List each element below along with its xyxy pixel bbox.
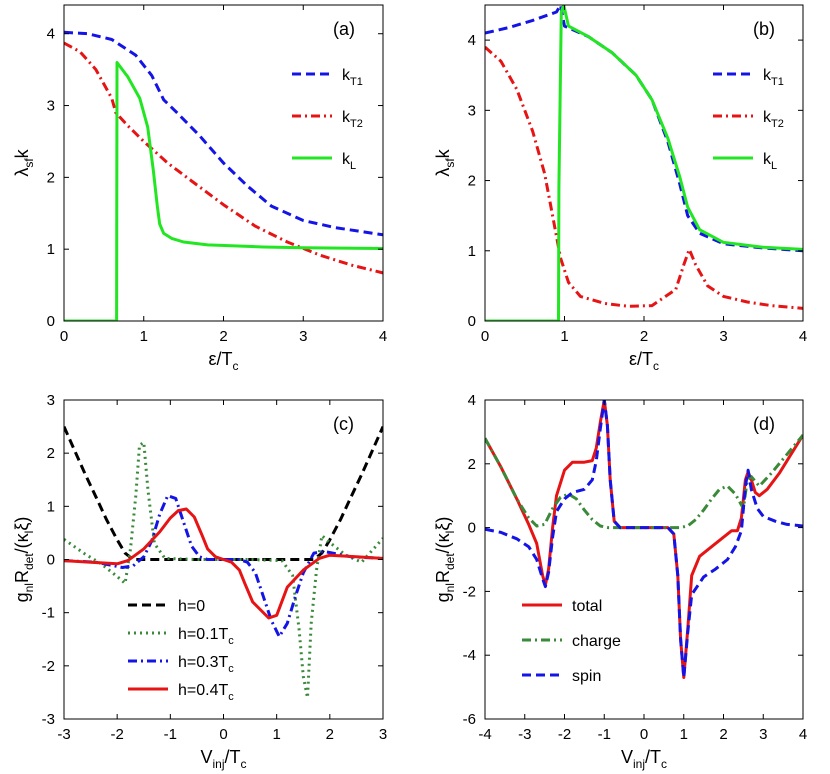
x-axis-label: Vinj/Tc [621,747,667,771]
legend-label: kL [342,151,356,172]
legend-label: h=0 [178,598,205,615]
legend-label: spin [572,668,601,685]
y-tick-label: -3 [42,711,55,728]
x-axis-label: Vinj/Tc [200,747,246,771]
panel-a: 0 1 2 3 4 0 1 2 3 4 (a) ε/Tc λsfk kT1 kT2 kL [12,4,387,373]
series-line-k-l [64,61,383,321]
legend-label: kT1 [342,67,363,88]
legend: h=0 h=0.1Tc h=0.3Tc h=0.4Tc [128,598,234,703]
x-tick-label: 2 [219,328,227,345]
legend-label: h=0.3Tc [178,654,234,675]
x-tick-label: -3 [518,726,531,743]
x-tick-label: 0 [219,726,227,743]
y-tick-label: 2 [47,169,55,186]
series-line-k-l [485,5,803,321]
y-tick-label: 4 [468,32,476,49]
legend-label: h=0.1Tc [178,626,234,647]
y-tick-label: 2 [468,456,476,473]
x-tick-label: -2 [558,726,571,743]
panel-tag: (a) [333,19,355,39]
x-axis-label: ε/Tc [208,349,238,373]
y-tick-label: 2 [468,173,476,190]
x-tick-label: -4 [478,726,491,743]
x-tick-label: 2 [719,726,727,743]
x-tick-label: 3 [759,726,767,743]
x-tick-label: -1 [164,726,177,743]
y-tick-label: 0 [468,313,476,330]
panel-tag: (b) [753,19,775,39]
series-line-spin [485,400,803,679]
x-tick-label: 4 [799,726,807,743]
series-line-h-0-4t-c [64,507,383,620]
y-tick-label: 1 [468,243,476,260]
y-tick-label: 0 [47,552,55,569]
y-axis-label: gnlRdet/(κlξ) [12,517,36,603]
y-tick-label: 1 [47,241,55,258]
x-tick-label: 4 [379,328,387,345]
x-tick-label: -2 [110,726,123,743]
x-tick-label: 1 [272,726,280,743]
x-tick-label: 3 [719,328,727,345]
x-tick-label: 4 [799,328,807,345]
series-line-k-t1 [64,30,383,237]
y-tick-label: -2 [463,583,476,600]
y-tick-label: 2 [47,445,55,462]
y-tick-label: 3 [47,98,55,115]
x-tick-label: 1 [560,328,568,345]
y-tick-label: 4 [468,392,476,409]
legend-label: total [572,598,602,615]
x-tick-label: 1 [680,726,688,743]
y-axis-label: λsfk [12,148,36,176]
legend-label: h=0.4Tc [178,682,234,703]
legend: total charge spin [522,598,621,685]
series-line-k-t2 [64,41,383,275]
y-tick-label: 4 [47,26,55,43]
panel-d: -4 -3 -2 -1 0 1 2 3 4-6-4-2024(d)Vinj/TcgnlRdet/… [433,392,807,771]
panel-tag: (d) [753,414,775,434]
y-tick-label: 0 [47,313,55,330]
x-tick-label: -1 [598,726,611,743]
y-axis-label: gnlRdet/(κlξ) [433,517,457,603]
x-tick-label: 2 [326,726,334,743]
legend-label: kT2 [763,109,784,130]
y-tick-label: 3 [468,102,476,119]
x-tick-label: 3 [379,726,387,743]
series-line-k-t1 [485,5,803,253]
y-tick-label: 0 [468,520,476,537]
x-tick-label: 2 [640,328,648,345]
y-tick-label: -1 [42,605,55,622]
y-tick-label: 1 [47,498,55,515]
x-tick-label: 1 [140,328,148,345]
series-line-k-t2 [485,45,803,310]
x-tick-label: 0 [60,328,68,345]
panel-b: 0 1 2 3 4 0 1 2 3 4 (b) ε/Tc λsfk kT1 kT2 kL [433,4,807,373]
legend-label: kT1 [763,67,784,88]
legend-label: charge [572,633,621,650]
y-tick-label: -2 [42,658,55,675]
x-axis-label: ε/Tc [629,349,659,373]
y-tick-label: 3 [47,392,55,409]
panel-c: -3 -2 -1 0 1 2 3 -3 -2 -1 0 1 2 3 (c) Vinj/Tc gnlRdet/(κ… [12,392,387,771]
x-tick-label: 0 [640,726,648,743]
x-tick-label: 3 [299,328,307,345]
y-tick-label: -4 [463,647,476,664]
x-tick-label: 0 [481,328,489,345]
legend: kT1 kT2 kL [292,67,363,172]
y-tick-label: -6 [463,711,476,728]
legend-label: kT2 [342,109,363,130]
panel-tag: (c) [333,414,354,434]
y-axis-label: λsfk [433,148,457,176]
x-tick-label: -3 [57,726,70,743]
legend-label: kL [763,151,777,172]
legend: kT1 kT2 kL [713,67,784,172]
